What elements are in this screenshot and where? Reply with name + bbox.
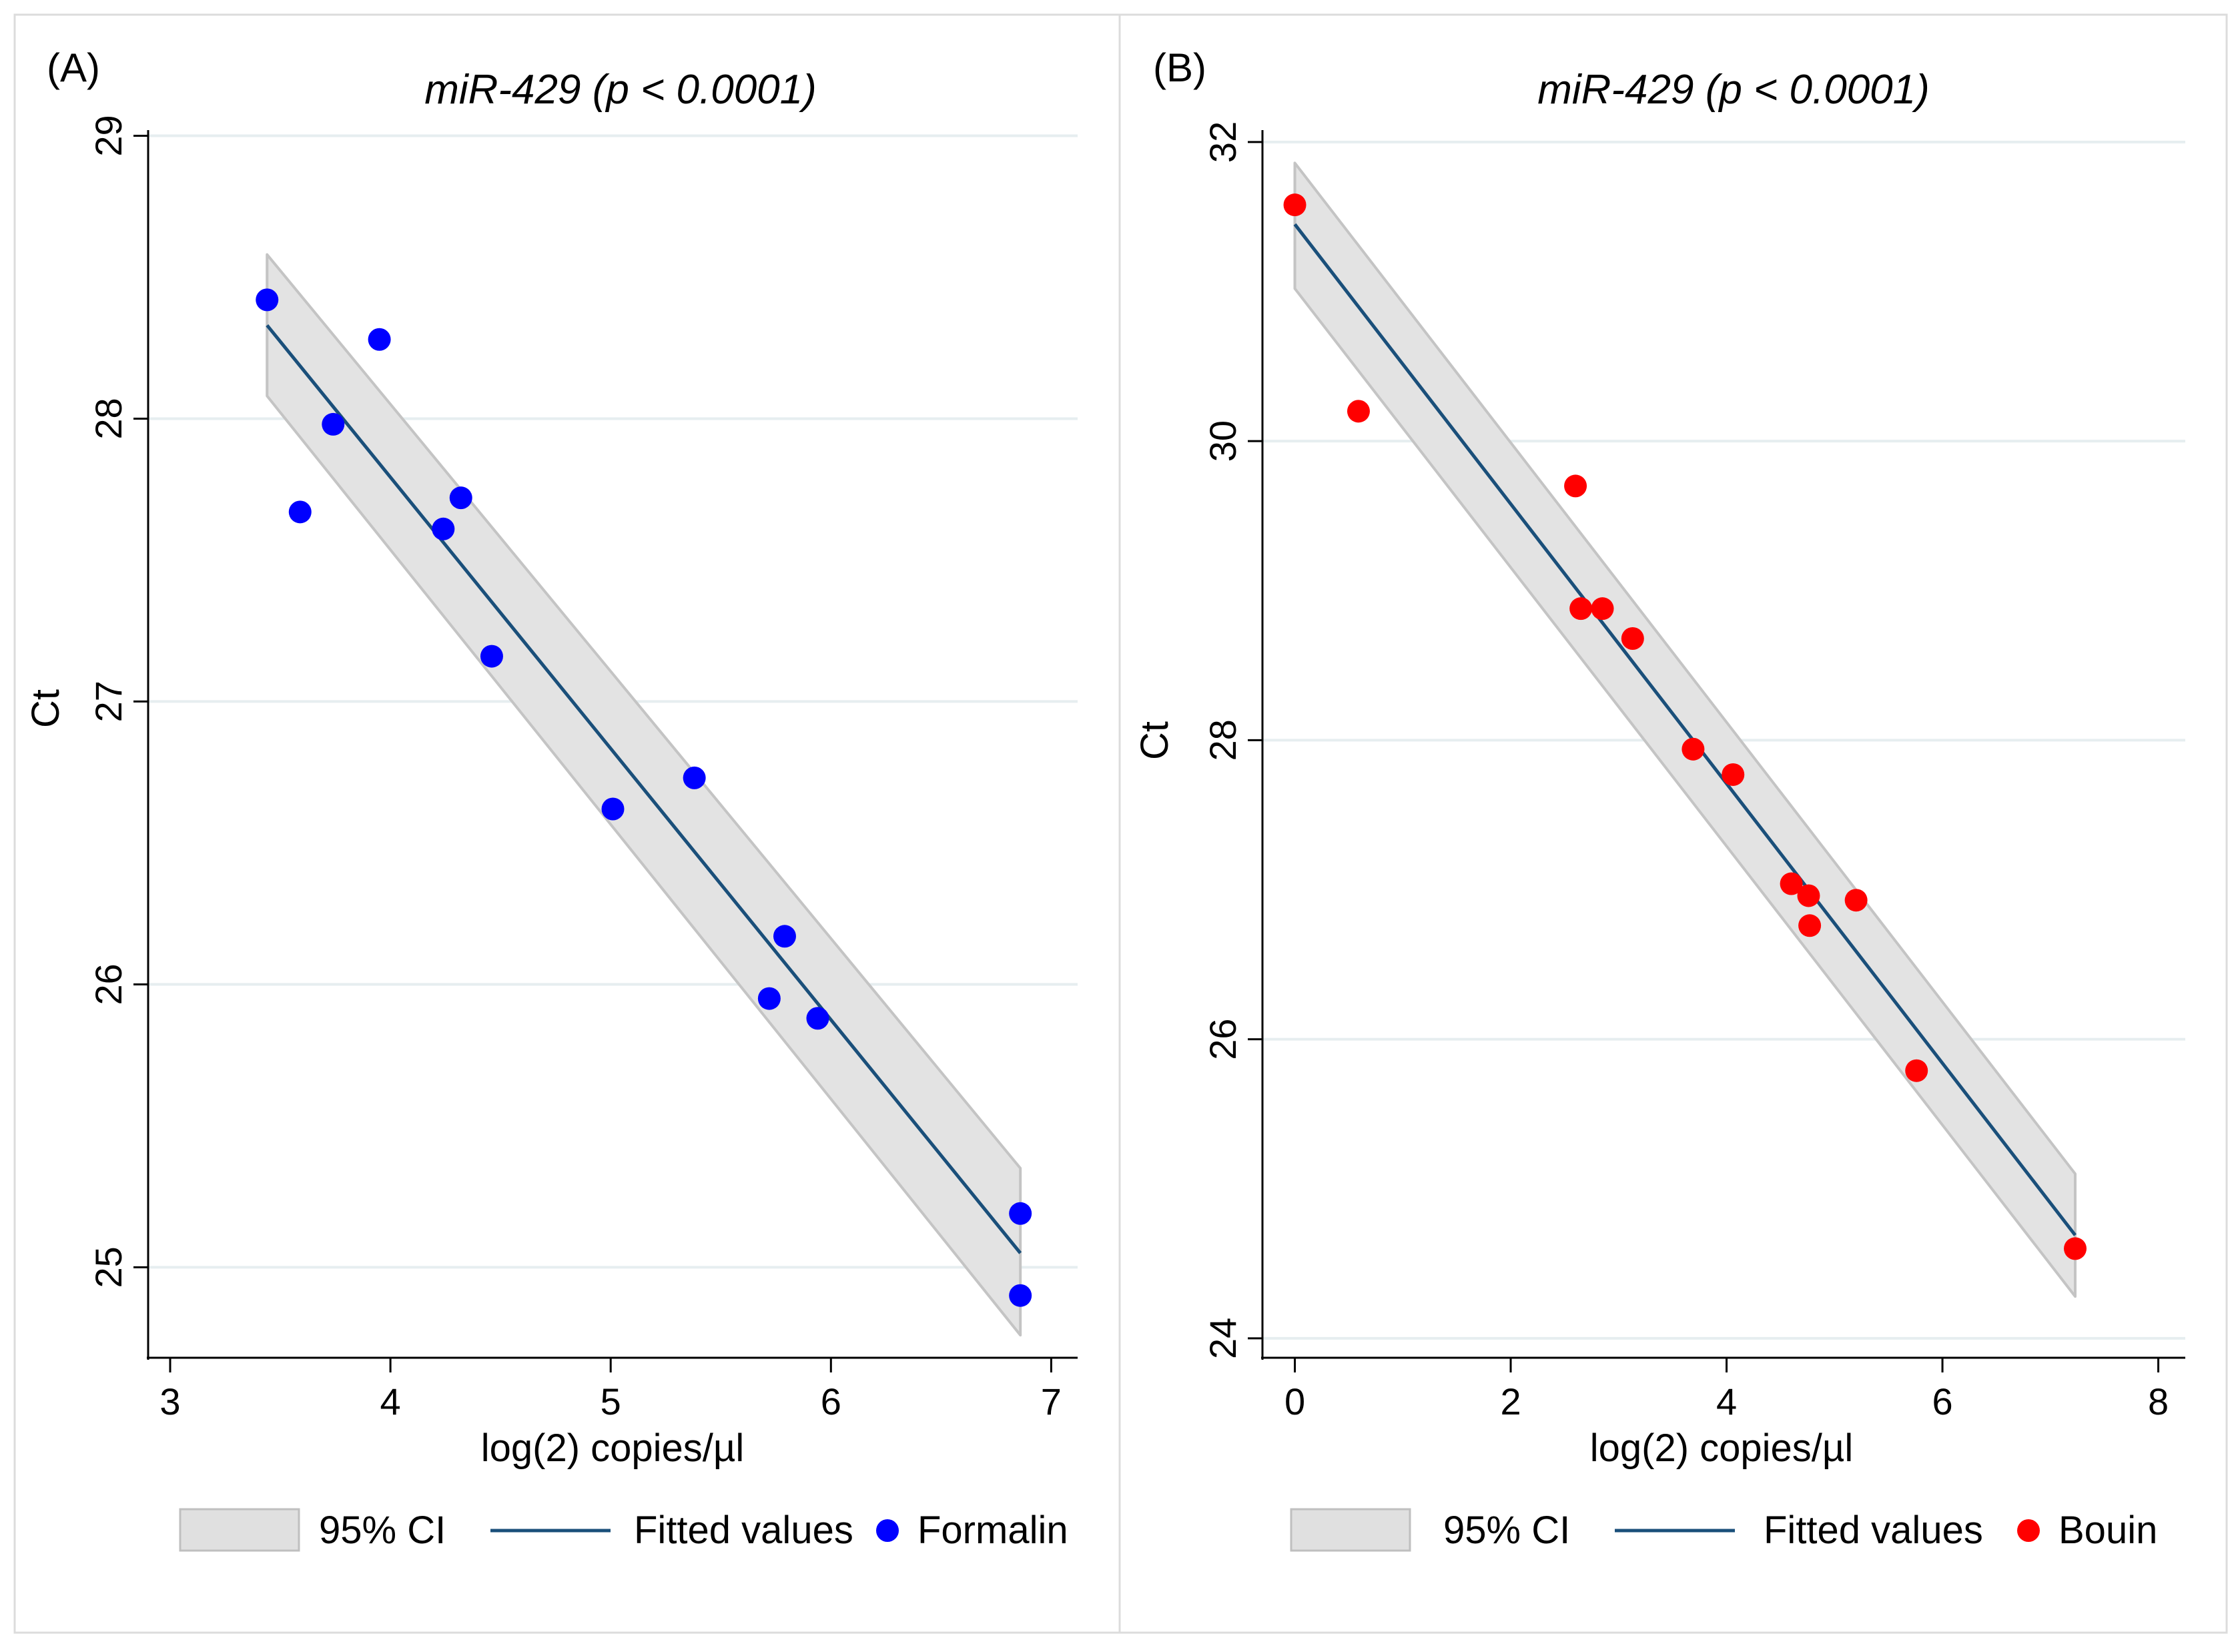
panel-b-legend-ci-label: 95% CI bbox=[1443, 1509, 1570, 1552]
panel-a-x-tick-label-1: 4 bbox=[380, 1380, 401, 1422]
panel-b-y-tick-label-3: 30 bbox=[1202, 420, 1244, 462]
panel-b-ylabel: Ct bbox=[1133, 721, 1176, 760]
panel-b-y-ticks: 24 26 28 30 32 bbox=[1202, 121, 1262, 1359]
panel-a-data-point-9 bbox=[757, 987, 781, 1010]
panel-b-legend-points-swatch bbox=[2017, 1519, 2040, 1542]
panel-b-x-tick-label-3: 6 bbox=[1932, 1380, 1952, 1422]
panel-b-points bbox=[1283, 193, 2087, 1260]
panel-a-legend: 95% CI Fitted values Formalin bbox=[179, 1508, 1068, 1552]
panel-b-data-point-5 bbox=[1621, 627, 1644, 650]
panel-a-data-point-3 bbox=[368, 328, 391, 351]
panel-b-data-point-13 bbox=[2064, 1237, 2087, 1260]
panel-a-xlabel: log(2) copies/µl bbox=[481, 1426, 744, 1470]
panel-a-data-point-2 bbox=[322, 412, 345, 436]
panel-b-axes bbox=[1261, 130, 2185, 1360]
panel-a-y-tick-label-1: 26 bbox=[87, 963, 129, 1005]
panel-a-y-ticks: 25 26 27 28 29 bbox=[87, 115, 148, 1288]
panel-a-data-point-6 bbox=[480, 645, 503, 668]
panel-b-data-point-12 bbox=[1905, 1059, 1928, 1082]
panel-a-x-tick-label-2: 5 bbox=[601, 1380, 621, 1422]
panel-a-y-tick-label-0: 25 bbox=[87, 1246, 129, 1288]
panel-b-data-point-11 bbox=[1844, 889, 1868, 912]
panel-a-ci-polygon bbox=[266, 253, 1022, 1337]
panel-b-data-point-10 bbox=[1798, 914, 1822, 937]
panel-a-x-tick-label-3: 6 bbox=[821, 1380, 841, 1422]
panel-b-x-ticks: 0 2 4 6 8 bbox=[1284, 1358, 2169, 1422]
panel-a-x-ticks: 3 4 5 6 7 bbox=[159, 1358, 1062, 1422]
panel-a-points bbox=[256, 288, 1032, 1307]
panel-a-data-point-7 bbox=[601, 797, 625, 821]
panel-b-data-point-3 bbox=[1569, 597, 1593, 621]
panel-b-data-point-4 bbox=[1591, 597, 1614, 621]
panel-a-data-point-5 bbox=[449, 486, 472, 510]
panel-b-y-tick-label-1: 26 bbox=[1202, 1018, 1244, 1060]
panel-b-y-tick-label-0: 24 bbox=[1202, 1318, 1244, 1359]
panel-b-x-tick-label-1: 2 bbox=[1500, 1380, 1521, 1422]
panel-b-legend-ci-swatch bbox=[1290, 1508, 1411, 1552]
panel-b-data-point-7 bbox=[1722, 763, 1745, 786]
panel-b-legend-fit-label: Fitted values bbox=[1764, 1509, 1983, 1552]
panel-b-x-tick-label-0: 0 bbox=[1284, 1380, 1305, 1422]
panel-a-fit-line bbox=[266, 324, 1022, 1254]
panel-b-data-point-0 bbox=[1283, 193, 1306, 217]
panel-a-title: miR-429 (p < 0.0001) bbox=[424, 67, 817, 113]
panel-a-legend-fit-label: Fitted values bbox=[634, 1509, 853, 1552]
panel-a-data-point-11 bbox=[806, 1007, 829, 1030]
panel-b-title: miR-429 (p < 0.0001) bbox=[1537, 67, 1930, 113]
panel-a-data-point-13 bbox=[1009, 1284, 1032, 1307]
panel-a-y-tick-label-3: 28 bbox=[87, 398, 129, 439]
panel-a-label: (A) bbox=[47, 45, 100, 90]
panel-a-x-tick-label-4: 7 bbox=[1041, 1380, 1062, 1422]
panel-a-fit-segment bbox=[266, 324, 1022, 1254]
panel-a-y-tick-label-4: 29 bbox=[87, 115, 129, 156]
panel-a-legend-points-swatch bbox=[876, 1519, 899, 1542]
panel-a-axes bbox=[147, 130, 1078, 1360]
panel-b-y-tick-label-2: 28 bbox=[1202, 719, 1244, 761]
panel-b-xlabel: log(2) copies/µl bbox=[1590, 1426, 1853, 1470]
panel-a-legend-points-label: Formalin bbox=[917, 1509, 1068, 1552]
panel-a-data-point-1 bbox=[288, 500, 312, 524]
panel-b-x-tick-label-2: 4 bbox=[1716, 1380, 1737, 1422]
panel-a-data-point-4 bbox=[432, 517, 455, 540]
panel-b-legend: 95% CI Fitted values Bouin bbox=[1290, 1508, 2157, 1552]
panel-b-data-point-2 bbox=[1564, 474, 1587, 498]
panel-a-y-tick-label-2: 27 bbox=[87, 681, 129, 722]
panel-b-data-point-6 bbox=[1682, 737, 1705, 761]
panel-a-data-point-0 bbox=[256, 288, 279, 312]
panel-a-ci-band bbox=[266, 253, 1022, 1337]
panel-b-x-tick-label-4: 8 bbox=[2148, 1380, 2169, 1422]
panel-b-legend-points-label: Bouin bbox=[2059, 1509, 2157, 1552]
panel-b-data-point-9 bbox=[1797, 884, 1820, 907]
panel-a-data-point-10 bbox=[773, 925, 796, 948]
panel-a-ylabel: Ct bbox=[24, 689, 67, 728]
panel-a-legend-ci-swatch bbox=[179, 1508, 300, 1552]
panel-b-fit-segment bbox=[1293, 223, 2077, 1236]
panel-b-fit-line bbox=[1293, 223, 2077, 1236]
panel-b-label: (B) bbox=[1153, 45, 1206, 90]
panel-a-data-point-12 bbox=[1009, 1202, 1032, 1225]
panel-b-data-point-1 bbox=[1347, 400, 1370, 423]
panel-a-x-tick-label-0: 3 bbox=[159, 1380, 180, 1422]
panel-a-data-point-8 bbox=[683, 766, 706, 789]
panel-b-data-point-8 bbox=[1780, 872, 1803, 895]
panel-a-legend-ci-label: 95% CI bbox=[319, 1509, 446, 1552]
panel-b-y-tick-label-4: 32 bbox=[1202, 121, 1244, 163]
